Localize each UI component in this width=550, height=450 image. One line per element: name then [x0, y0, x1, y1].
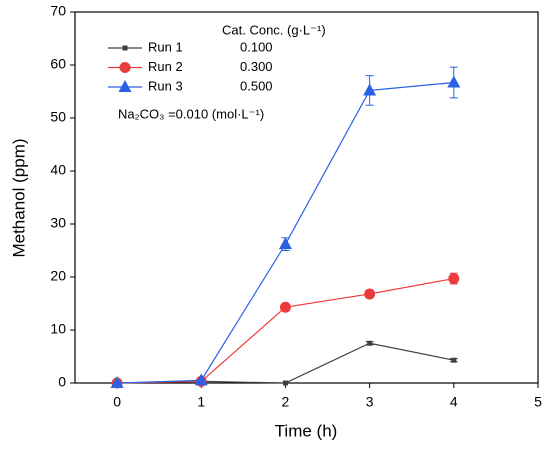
x-tick-label: 4: [450, 394, 458, 410]
legend-marker: [118, 80, 132, 92]
legend-label: Run 3: [148, 78, 183, 93]
x-axis-label: Time (h): [275, 421, 338, 440]
y-tick-label: 70: [50, 3, 66, 19]
series-line: [117, 277, 454, 384]
y-tick-label: 40: [50, 162, 66, 178]
y-axis-label: Methanol (ppm): [9, 138, 28, 257]
data-point: [363, 83, 377, 96]
x-tick-label: 1: [197, 394, 205, 410]
legend-title: Cat. Conc. (g·L⁻¹): [222, 22, 326, 37]
legend-label: Run 2: [148, 59, 183, 74]
y-tick-label: 10: [50, 321, 66, 337]
x-tick-label: 0: [113, 394, 121, 410]
y-tick-label: 50: [50, 109, 66, 125]
y-tick-label: 0: [58, 374, 66, 390]
plot-frame: [74, 11, 539, 384]
data-point: [194, 373, 208, 386]
annotation: Na₂CO₃ =0.010 (mol·L⁻¹): [118, 106, 264, 121]
legend-label: Run 1: [148, 39, 183, 54]
y-tick-label: 60: [50, 56, 66, 72]
legend-concentration: 0.100: [240, 39, 273, 54]
y-tick-label: 20: [50, 268, 66, 284]
data-point: [447, 75, 461, 88]
series-line: [117, 81, 454, 384]
legend-marker: [119, 62, 131, 73]
x-tick-label: 5: [534, 394, 542, 410]
data-point: [451, 357, 457, 363]
data-point: [367, 340, 373, 346]
data-point: [282, 380, 288, 386]
series-line: [117, 342, 454, 384]
legend-concentration: 0.300: [240, 59, 273, 74]
x-tick-label: 2: [282, 394, 290, 410]
y-tick-label: 30: [50, 215, 66, 231]
data-point: [279, 301, 291, 313]
data-point: [364, 288, 376, 300]
x-tick-label: 3: [366, 394, 374, 410]
legend-marker: [122, 45, 128, 51]
legend-concentration: 0.500: [240, 78, 273, 93]
data-point: [110, 376, 124, 388]
data-point: [278, 237, 292, 250]
data-point: [448, 273, 460, 285]
